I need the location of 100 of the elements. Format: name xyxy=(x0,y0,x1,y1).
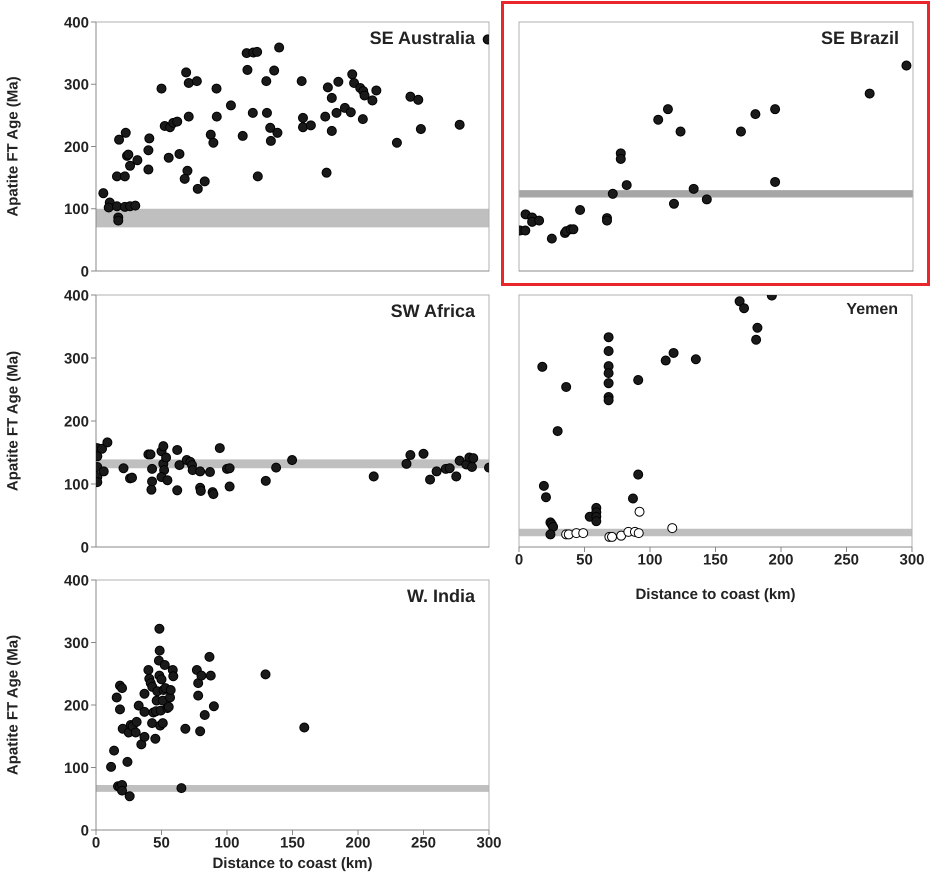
x-tick-label: 200 xyxy=(768,552,794,569)
point xyxy=(604,395,614,406)
y-tick-label: 400 xyxy=(64,287,89,304)
chart-title: Yemen xyxy=(846,301,898,319)
point xyxy=(118,463,129,474)
point xyxy=(552,426,563,436)
y-tick-label: 300 xyxy=(64,634,89,652)
point xyxy=(575,204,586,215)
point xyxy=(548,522,558,532)
y-axis-title: Apatite FT Age (Ma) xyxy=(4,76,22,217)
point xyxy=(622,180,632,190)
chart-title: SE Brazil xyxy=(820,28,899,49)
point xyxy=(676,126,686,137)
point xyxy=(214,443,225,454)
chart-title: SE Australia xyxy=(370,28,475,49)
point xyxy=(660,356,671,366)
point xyxy=(770,104,780,114)
x-tick-label: 100 xyxy=(637,552,663,569)
point xyxy=(662,104,673,114)
point xyxy=(604,346,614,356)
point xyxy=(653,114,664,125)
point xyxy=(734,296,745,306)
point xyxy=(540,492,551,502)
x-tick-label: 0 xyxy=(92,834,100,852)
point xyxy=(97,444,108,454)
point xyxy=(568,224,578,234)
point xyxy=(534,216,544,226)
point xyxy=(271,462,282,473)
y-tick-label: 300 xyxy=(64,350,89,368)
point xyxy=(770,176,780,187)
x-tick-label: 100 xyxy=(214,834,240,852)
x-tick-label: 300 xyxy=(899,552,925,569)
point xyxy=(466,462,477,472)
point xyxy=(545,529,556,540)
point xyxy=(174,460,184,470)
x-tick-label: 0 xyxy=(514,552,524,569)
point xyxy=(616,530,626,541)
point xyxy=(736,126,746,137)
point xyxy=(578,528,588,538)
point xyxy=(591,516,602,526)
y-tick-label: 400 xyxy=(64,14,89,32)
chart-title: W. India xyxy=(406,586,475,607)
point xyxy=(688,184,699,194)
point xyxy=(537,362,548,372)
point xyxy=(172,444,182,455)
point xyxy=(634,528,644,538)
point xyxy=(161,452,172,463)
point xyxy=(667,523,678,534)
point xyxy=(368,471,379,482)
point xyxy=(172,485,182,496)
point xyxy=(224,482,235,492)
y-tick-label: 100 xyxy=(64,201,89,218)
point xyxy=(98,466,109,476)
point xyxy=(702,194,712,204)
x-tick-label: 150 xyxy=(702,552,728,569)
point xyxy=(750,109,760,120)
point xyxy=(752,322,762,333)
y-tick-label: 200 xyxy=(64,138,89,156)
y-tick-label: 200 xyxy=(64,697,89,714)
point xyxy=(418,448,429,459)
point xyxy=(604,368,614,378)
point xyxy=(432,466,442,476)
point xyxy=(147,464,158,474)
point xyxy=(162,475,172,486)
point xyxy=(538,480,549,491)
x-axis-title: Distance to coast (km) xyxy=(635,586,796,603)
x-tick-label: 200 xyxy=(345,834,371,852)
point xyxy=(739,303,750,314)
point xyxy=(561,382,572,392)
point xyxy=(602,216,612,226)
point xyxy=(608,188,618,199)
point xyxy=(690,354,701,364)
x-tick-label: 50 xyxy=(153,834,170,852)
point xyxy=(468,453,478,464)
point xyxy=(401,458,412,469)
point xyxy=(146,484,156,495)
y-axis-title: Apatite FT Age (Ma) xyxy=(4,634,22,776)
y-axis-title: Apatite FT Age (Ma) xyxy=(4,350,22,492)
point xyxy=(864,88,875,99)
point xyxy=(145,449,156,460)
y-tick-label: 0 xyxy=(80,263,89,280)
point xyxy=(444,463,455,474)
point xyxy=(520,226,530,236)
point xyxy=(546,234,557,244)
x-tick-label: 300 xyxy=(476,834,502,852)
point xyxy=(158,441,168,452)
point xyxy=(224,463,235,474)
point xyxy=(668,348,679,358)
point xyxy=(287,455,298,466)
point xyxy=(451,471,462,482)
point xyxy=(628,493,638,504)
x-tick-label: 250 xyxy=(410,834,436,852)
point xyxy=(204,467,215,478)
point xyxy=(633,375,644,386)
point xyxy=(901,60,912,71)
point xyxy=(668,198,679,209)
y-tick-label: 0 xyxy=(80,539,89,556)
point xyxy=(633,470,644,480)
x-axis-title: Distance to coast (km) xyxy=(212,855,373,872)
x-tick-label: 50 xyxy=(576,552,593,569)
